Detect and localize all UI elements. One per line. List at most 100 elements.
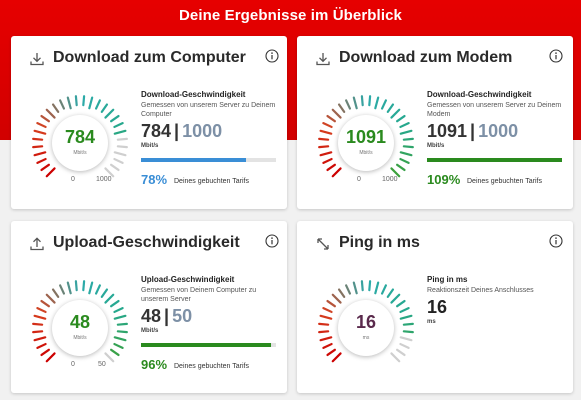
gauge-tick bbox=[322, 122, 333, 129]
gauge-tick bbox=[32, 330, 44, 334]
download-icon bbox=[30, 53, 44, 66]
gauge-tick bbox=[33, 151, 47, 157]
gauge-tick bbox=[104, 108, 115, 119]
gauge-tick bbox=[113, 129, 127, 135]
gauge-tick bbox=[322, 157, 333, 164]
progress-fill bbox=[141, 158, 247, 162]
info-icon[interactable] bbox=[265, 234, 279, 248]
gauge-tick bbox=[368, 95, 372, 107]
gauge-tick bbox=[104, 352, 115, 363]
gauge-min-label: 0 bbox=[71, 176, 75, 183]
gauge-tick bbox=[36, 307, 47, 314]
download-modem-card: Download zum Modem 1091 Mbit/s 0 1000 Do… bbox=[297, 36, 573, 209]
gauge-tick bbox=[104, 167, 115, 178]
progress-fill bbox=[141, 343, 271, 347]
gauge-tick bbox=[32, 145, 44, 149]
gauge-tick bbox=[113, 342, 124, 349]
gauge-tick bbox=[396, 348, 406, 357]
gauge-tick bbox=[331, 293, 342, 304]
gauge-dial: 48 Mbit/s bbox=[52, 300, 108, 356]
result-title: Ping in ms bbox=[427, 275, 468, 284]
gauge-max-label: 1000 bbox=[382, 176, 398, 183]
gauge-ticks bbox=[318, 95, 414, 178]
gauge-max-label: 1000 bbox=[96, 176, 112, 183]
gauge-tick bbox=[66, 281, 72, 295]
gauge-tick bbox=[45, 352, 56, 363]
gauge-tick bbox=[345, 284, 352, 295]
tariff-speed: 50 bbox=[172, 306, 193, 326]
speed-separator: | bbox=[174, 121, 180, 141]
speed-values: 784 | 1000 bbox=[141, 121, 222, 142]
gauge-tick bbox=[399, 342, 410, 349]
download-computer-card: Download zum Computer 784 Mbit/s 0 1000 … bbox=[11, 36, 287, 209]
gauge-tick bbox=[51, 103, 60, 113]
gauge-unit: Mbit/s bbox=[73, 150, 87, 156]
result-title: Upload-Geschwindigkeit bbox=[141, 275, 235, 284]
result-subtitle: Reaktionszeit Deines Anschlusses bbox=[427, 287, 534, 294]
gauge-tick bbox=[368, 280, 372, 292]
gauge-max-label: 50 bbox=[98, 361, 106, 368]
gauge-tick bbox=[110, 299, 120, 308]
result-title: Download-Geschwindigkeit bbox=[427, 90, 532, 99]
gauge-tick bbox=[82, 95, 86, 107]
gauge-unit: ms bbox=[362, 335, 370, 341]
gauge-tick bbox=[110, 163, 120, 172]
gauge-tick bbox=[360, 280, 364, 292]
gauge-tick bbox=[318, 330, 330, 334]
measured-speed: 48 bbox=[141, 306, 162, 326]
gauge-tick bbox=[331, 108, 342, 119]
gauge-tick bbox=[94, 99, 101, 110]
gauge-tick bbox=[337, 103, 346, 113]
gauge-tick bbox=[399, 151, 413, 157]
gauge-tick bbox=[319, 129, 333, 135]
gauge-tick bbox=[116, 145, 128, 149]
info-icon[interactable] bbox=[549, 234, 563, 248]
gauge-ticks bbox=[32, 280, 128, 363]
result-subtitle: Gemessen von Deinem Computer zu unserem … bbox=[141, 287, 257, 303]
ping-card: Ping in ms 16 ms Ping in ms Reaktionszei… bbox=[297, 221, 573, 393]
gauge-dial: 1091 Mbit/s bbox=[338, 115, 394, 171]
gauge-tick bbox=[326, 299, 336, 308]
gauge-tick bbox=[36, 157, 47, 164]
gauge-dial: 16 ms bbox=[338, 300, 394, 356]
gauge-tick bbox=[319, 151, 333, 157]
gauge-tick bbox=[33, 314, 47, 320]
gauge-tick bbox=[88, 96, 94, 110]
gauge-tick bbox=[318, 145, 330, 149]
speed-values: 48 | 50 bbox=[141, 306, 192, 327]
gauge-tick bbox=[399, 336, 413, 342]
gauge-tick bbox=[113, 157, 124, 164]
gauge-tick bbox=[113, 336, 127, 342]
gauge-value: 16 bbox=[355, 312, 377, 332]
gauge-tick bbox=[374, 96, 380, 110]
tariff-percent-label: Deines gebuchten Tarifs bbox=[174, 178, 249, 185]
gauge-tick bbox=[390, 352, 401, 363]
gauge-tick bbox=[331, 167, 342, 178]
gauge-tick bbox=[51, 288, 60, 298]
speed-unit: Mbit/s bbox=[141, 143, 159, 149]
ping-arrows-icon bbox=[317, 238, 329, 250]
gauge-tick bbox=[40, 163, 50, 172]
info-icon[interactable] bbox=[265, 49, 279, 63]
info-icon[interactable] bbox=[549, 49, 563, 63]
gauge-tick bbox=[390, 167, 401, 178]
gauge-dial: 784 Mbit/s bbox=[52, 115, 108, 171]
result-subtitle: Gemessen von unserem Server zu Deinem Co… bbox=[141, 102, 276, 118]
tariff-percent: 78% bbox=[141, 172, 168, 187]
gauge-tick bbox=[40, 114, 50, 123]
tariff-percent: 96% bbox=[141, 357, 168, 372]
gauge-tick bbox=[402, 137, 414, 141]
gauge-tick bbox=[322, 342, 333, 349]
upload-card: Upload-Geschwindigkeit 48 Mbit/s 0 50 Up… bbox=[11, 221, 287, 393]
gauge-min-label: 0 bbox=[357, 176, 361, 183]
tariff-speed: 1000 bbox=[478, 121, 519, 141]
gauge-unit: Mbit/s bbox=[359, 150, 373, 156]
gauge-tick bbox=[396, 114, 406, 123]
tariff-progress-bar bbox=[427, 158, 562, 162]
gauge-value: 784 bbox=[64, 127, 96, 147]
gauge-tick bbox=[402, 330, 414, 334]
gauge-tick bbox=[100, 103, 109, 113]
gauge-tick bbox=[352, 96, 358, 110]
download-gauge: 784 Mbit/s 0 1000 bbox=[25, 88, 135, 198]
gauge-tick bbox=[113, 314, 127, 320]
